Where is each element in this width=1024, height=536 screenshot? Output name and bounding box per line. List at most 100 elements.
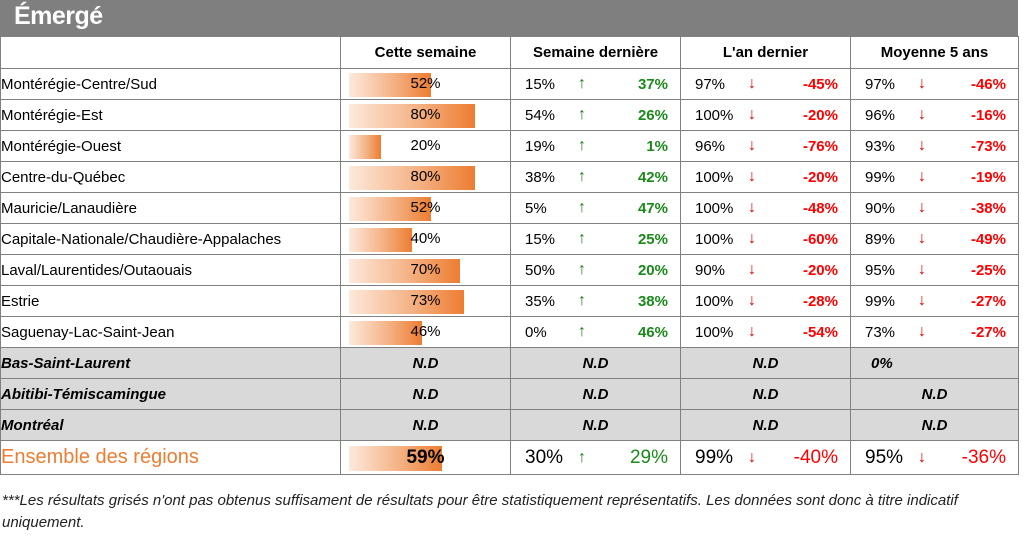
this-week-cell: 52% [340,68,511,100]
this-week-cell: 52% [340,192,511,224]
avg5-cell: 89% ↓ -49% [850,223,1019,255]
avg5-arrow-icon: ↓ [918,106,926,123]
last-year-arrow-icon: ↓ [748,323,756,340]
last-year-value: N.D [752,385,779,403]
last-year-cell: 100% ↓ -54% [680,316,851,348]
last-week-cell: 15% ↑ 25% [510,223,681,255]
this-week-cell: 70% [340,254,511,286]
last-week-value: 15% [525,230,556,248]
region-name: Laval/Laurentides/Outaouais [0,254,341,286]
region-name: Centre-du-Québec [0,161,341,193]
avg5-cell: 99% ↓ -19% [850,161,1019,193]
this-week-cell: 20% [340,130,511,162]
last-week-diff: 1% [646,137,668,155]
this-week-value: N.D [412,416,439,434]
last-year-arrow-icon: ↓ [748,261,756,278]
last-week-cell: N.D [510,378,681,410]
last-year-value: 96% [695,137,726,155]
last-year-diff: -20% [802,261,838,279]
total-row: Ensemble des régions 59% 30% ↑ 29% 99% ↓… [0,440,1019,475]
avg5-value: 97% [865,75,896,93]
last-year-arrow-icon: ↓ [748,106,756,123]
this-week-value: 52% [410,199,441,216]
avg5-arrow-icon: ↓ [918,75,926,92]
total-last-year-diff: -40% [793,446,838,468]
last-week-value: N.D [582,354,609,372]
last-week-value: 50% [525,261,556,279]
table-row: Montérégie-Centre/Sud 52% 15% ↑ 37% 97% … [0,68,1019,100]
this-week-cell: 73% [340,285,511,317]
header-region [0,36,341,69]
table-row: Centre-du-Québec 80% 38% ↑ 42% 100% ↓ -2… [0,161,1019,193]
avg5-value: N.D [921,416,948,434]
last-year-diff: -20% [802,106,838,124]
last-year-value: 90% [695,261,726,279]
avg5-arrow-icon: ↓ [918,168,926,185]
table-row: Montérégie-Est 80% 54% ↑ 26% 100% ↓ -20% [0,99,1019,131]
total-last-year-arrow-icon: ↓ [748,448,756,466]
table-row: Capitale-Nationale/Chaudière-Appalaches … [0,223,1019,255]
this-week-value: N.D [412,385,439,403]
last-week-diff: 20% [637,261,668,279]
last-week-value: N.D [582,416,609,434]
region-name: Saguenay-Lac-Saint-Jean [0,316,341,348]
total-last-year-value: 99% [695,446,734,468]
last-year-arrow-icon: ↓ [748,75,756,92]
last-year-value: 100% [695,323,734,341]
avg5-arrow-icon: ↓ [918,230,926,247]
last-year-cell: N.D [680,378,851,410]
last-week-value: 0% [525,323,547,341]
last-year-value: 100% [695,168,734,186]
avg5-arrow-icon: ↓ [918,199,926,216]
region-name: Mauricie/Lanaudière [0,192,341,224]
last-week-diff: 47% [637,199,668,217]
avg5-diff: -73% [970,137,1006,155]
last-week-value: 38% [525,168,556,186]
last-year-cell: 97% ↓ -45% [680,68,851,100]
avg5-value: 93% [865,137,896,155]
last-year-arrow-icon: ↓ [748,137,756,154]
last-week-arrow-icon: ↑ [578,261,586,278]
last-week-arrow-icon: ↑ [578,323,586,340]
this-week-bar [349,73,432,97]
last-week-cell: 35% ↑ 38% [510,285,681,317]
this-week-cell: N.D [340,347,511,379]
avg5-cell: 97% ↓ -46% [850,68,1019,100]
last-week-cell: 50% ↑ 20% [510,254,681,286]
this-week-bar [349,290,465,314]
avg5-value: 90% [865,199,896,217]
avg5-arrow-icon: ↓ [918,137,926,154]
last-week-diff: 42% [637,168,668,186]
avg5-value: 96% [865,106,896,124]
last-year-arrow-icon: ↓ [748,199,756,216]
last-week-value: N.D [582,385,609,403]
last-year-cell: N.D [680,409,851,441]
region-name: Capitale-Nationale/Chaudière-Appalaches [0,223,341,255]
avg5-value: N.D [921,385,948,403]
last-year-value: 97% [695,75,726,93]
avg5-cell: 99% ↓ -27% [850,285,1019,317]
region-name: Montréal [0,409,341,441]
avg5-arrow-icon: ↓ [918,292,926,309]
last-week-cell: 15% ↑ 37% [510,68,681,100]
this-week-bar [349,446,443,471]
this-week-cell: 80% [340,99,511,131]
this-week-value: 80% [410,106,441,123]
last-year-arrow-icon: ↓ [748,230,756,247]
this-week-bar [349,321,422,345]
this-week-cell: 59% [340,440,511,475]
avg5-cell: N.D [850,409,1019,441]
last-week-arrow-icon: ↑ [578,106,586,123]
this-week-cell: 40% [340,223,511,255]
last-year-cell: 90% ↓ -20% [680,254,851,286]
last-week-cell: 38% ↑ 42% [510,161,681,193]
avg5-diff: -27% [970,323,1006,341]
last-year-diff: -48% [802,199,838,217]
last-week-cell: N.D [510,409,681,441]
this-week-bar [349,135,381,159]
total-last-week-diff: 29% [629,446,668,468]
this-week-value: 59% [406,447,445,468]
avg5-cell: 73% ↓ -27% [850,316,1019,348]
last-year-diff: -76% [802,137,838,155]
avg5-value: 99% [865,292,896,310]
